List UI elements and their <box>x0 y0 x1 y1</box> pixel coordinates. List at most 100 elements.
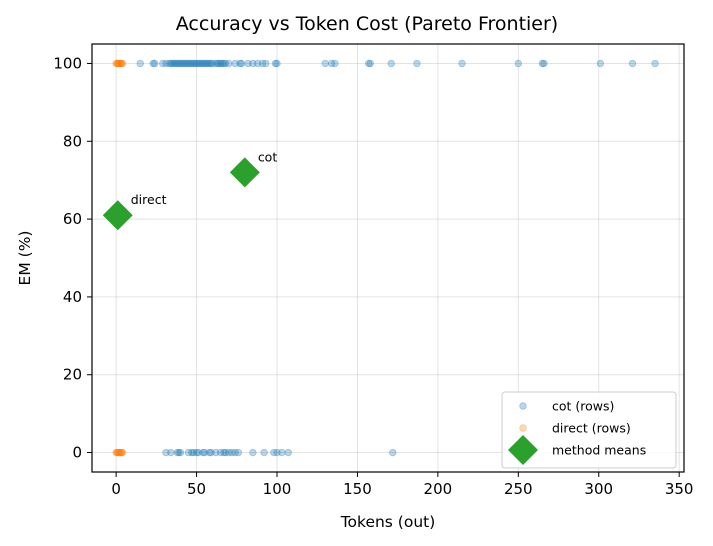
data-point <box>149 59 157 68</box>
legend-box <box>501 391 677 469</box>
data-point <box>115 59 124 68</box>
y-tick-label: 100 <box>53 54 82 72</box>
mean-point <box>229 157 260 188</box>
data-point <box>249 448 257 457</box>
data-point <box>228 448 236 457</box>
data-point <box>112 59 120 68</box>
data-point <box>514 59 523 68</box>
data-point <box>253 59 262 68</box>
data-point <box>136 59 144 68</box>
data-point <box>167 448 175 457</box>
data-point <box>273 448 281 457</box>
data-point <box>116 448 124 457</box>
data-point <box>175 59 183 68</box>
data-point <box>199 59 207 68</box>
series-1 <box>136 59 659 457</box>
chart-title: Accuracy vs Token Cost (Pareto Frontier) <box>176 13 558 35</box>
data-point <box>167 59 175 68</box>
x-tick-label: 300 <box>584 480 613 498</box>
data-point <box>118 448 127 457</box>
data-point <box>208 59 217 68</box>
axis-ticks: 0 50 100 150 200 250 300 350 0 20 40 60 80 100 <box>53 54 693 498</box>
data-point <box>216 59 225 68</box>
data-point <box>225 448 233 457</box>
annotation-label: direct <box>131 192 167 207</box>
data-point <box>221 448 230 457</box>
data-point <box>176 448 185 457</box>
data-point <box>205 448 214 457</box>
data-point <box>194 59 202 68</box>
data-point <box>244 59 252 68</box>
data-point <box>237 59 246 68</box>
data-point <box>231 448 239 457</box>
data-point <box>151 59 159 68</box>
data-point <box>200 448 209 457</box>
x-tick-label: 350 <box>665 480 694 498</box>
data-point <box>173 448 181 457</box>
data-point <box>202 59 210 68</box>
data-point <box>114 59 122 68</box>
data-point <box>540 59 548 68</box>
data-point <box>178 59 186 68</box>
data-point <box>220 59 228 68</box>
data-point <box>162 59 170 68</box>
data-point <box>168 59 177 68</box>
data-point <box>194 448 202 457</box>
data-point <box>183 59 191 68</box>
data-point <box>270 448 278 457</box>
data-point <box>176 59 185 68</box>
x-tick-label: 250 <box>504 480 533 498</box>
data-point <box>258 59 267 68</box>
annotation-label: cot <box>258 149 278 164</box>
data-point <box>113 59 121 68</box>
data-point <box>165 59 173 68</box>
data-point <box>387 59 395 68</box>
data-point <box>236 59 244 68</box>
data-point <box>207 59 215 68</box>
legend-label: cot (rows) <box>552 399 614 414</box>
data-point <box>189 448 198 457</box>
x-tick-label: 50 <box>187 480 206 498</box>
data-point <box>366 59 375 68</box>
grid-lines <box>92 44 684 472</box>
data-point <box>181 59 190 68</box>
x-tick-label: 100 <box>263 480 292 498</box>
y-tick-label: 60 <box>63 210 82 228</box>
x-tick-label: 150 <box>343 480 372 498</box>
data-point <box>331 59 339 68</box>
data-point <box>231 59 239 68</box>
series-2 <box>112 59 127 457</box>
data-point <box>212 448 220 457</box>
data-point <box>188 448 196 457</box>
data-point <box>225 59 233 68</box>
data-point <box>118 59 127 68</box>
data-point <box>184 59 193 68</box>
data-point <box>327 59 336 68</box>
legend-marker <box>519 402 527 410</box>
data-point <box>117 448 125 457</box>
data-point <box>179 59 188 68</box>
data-point <box>118 448 126 457</box>
data-point <box>458 59 466 68</box>
data-point <box>114 59 123 68</box>
data-point <box>192 59 201 68</box>
data-point <box>204 59 212 68</box>
legend-label: direct (rows) <box>552 421 631 436</box>
data-point <box>218 59 227 68</box>
data-point <box>159 59 167 68</box>
data-point <box>249 59 257 68</box>
series-3 <box>102 157 260 231</box>
data-point <box>321 59 329 68</box>
data-point <box>220 448 228 457</box>
data-point <box>216 448 225 457</box>
data-point <box>213 59 222 68</box>
y-axis-label: EM (%) <box>16 231 34 286</box>
data-point <box>596 59 605 68</box>
data-point <box>118 59 126 68</box>
data-point <box>278 448 286 457</box>
y-tick-label: 80 <box>63 132 82 150</box>
legend-marker <box>508 435 538 465</box>
data-point <box>221 59 230 68</box>
data-point <box>115 448 124 457</box>
